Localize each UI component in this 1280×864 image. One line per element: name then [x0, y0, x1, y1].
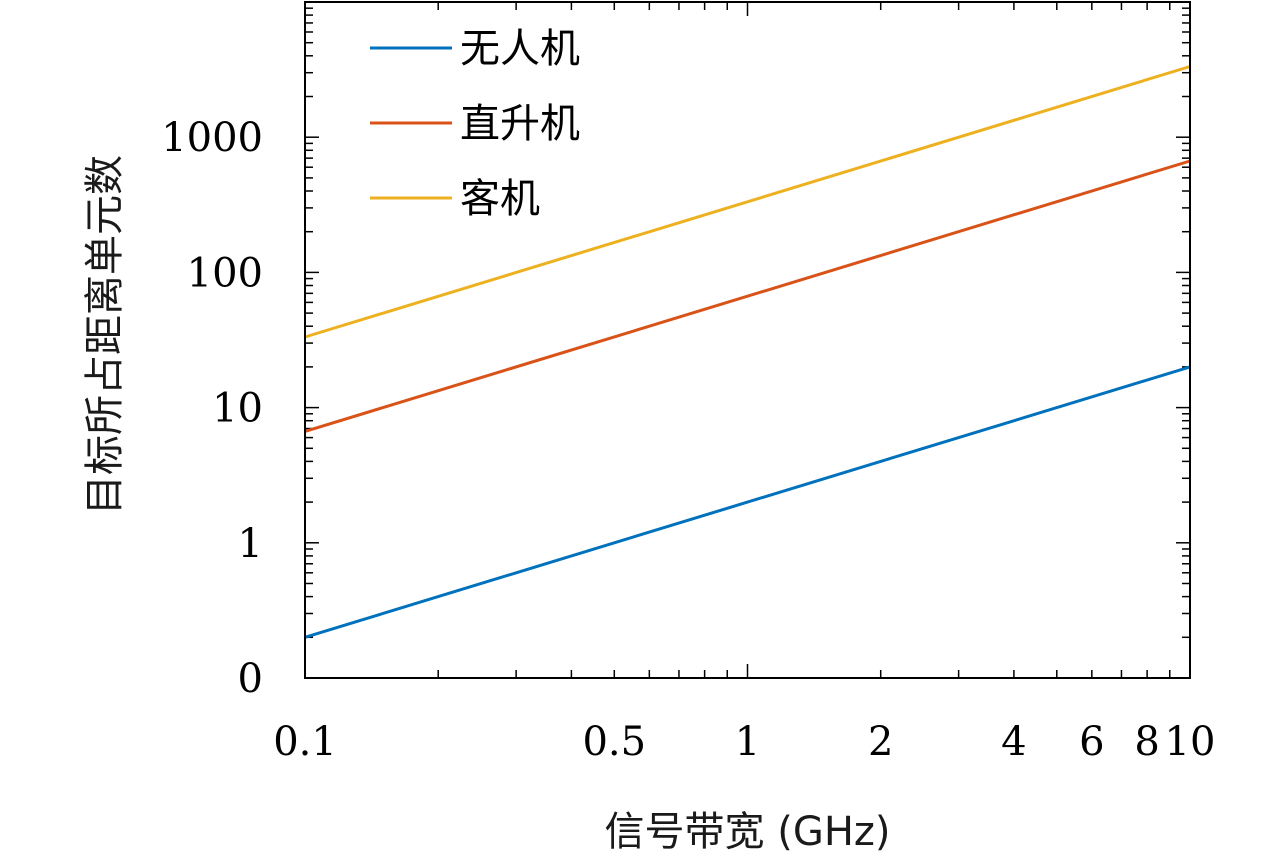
x-tick-label: 10: [1165, 719, 1216, 765]
series-line-2: [304, 65, 1191, 339]
x-tick-labels: 0.1 0.5 1 2 4 6 8 10: [273, 719, 1215, 765]
y-axis-label: 目标所占距离单元数: [82, 155, 128, 515]
x-tick-label: 0.1: [273, 719, 337, 765]
y-tick-label: 100: [187, 250, 263, 296]
legend-label-2: 客机: [460, 176, 540, 222]
series-line-0: [304, 365, 1191, 639]
x-tick-label: 6: [1079, 719, 1104, 765]
y-tick-label: 1000: [161, 115, 263, 161]
series-line-1: [304, 159, 1191, 433]
y-tick-label: 10: [212, 386, 263, 432]
x-axis-label: 信号带宽 (GHz): [605, 809, 891, 855]
ticks-layer: [305, 2, 1190, 678]
plot-frame: [304, 1, 1191, 679]
y-tick-label: 0: [238, 656, 263, 702]
legend-label-1: 直升机: [460, 101, 580, 147]
x-tick-label: 1: [735, 719, 760, 765]
x-tick-label: 2: [868, 719, 893, 765]
y-tick-labels: 0 1 10 100 1000: [161, 115, 263, 702]
legend-label-0: 无人机: [460, 26, 580, 72]
x-tick-label: 4: [1001, 719, 1026, 765]
x-tick-label: 0.5: [582, 719, 646, 765]
y-tick-label: 1: [238, 521, 263, 567]
series-layer: [304, 65, 1191, 639]
x-tick-label: 8: [1134, 719, 1159, 765]
